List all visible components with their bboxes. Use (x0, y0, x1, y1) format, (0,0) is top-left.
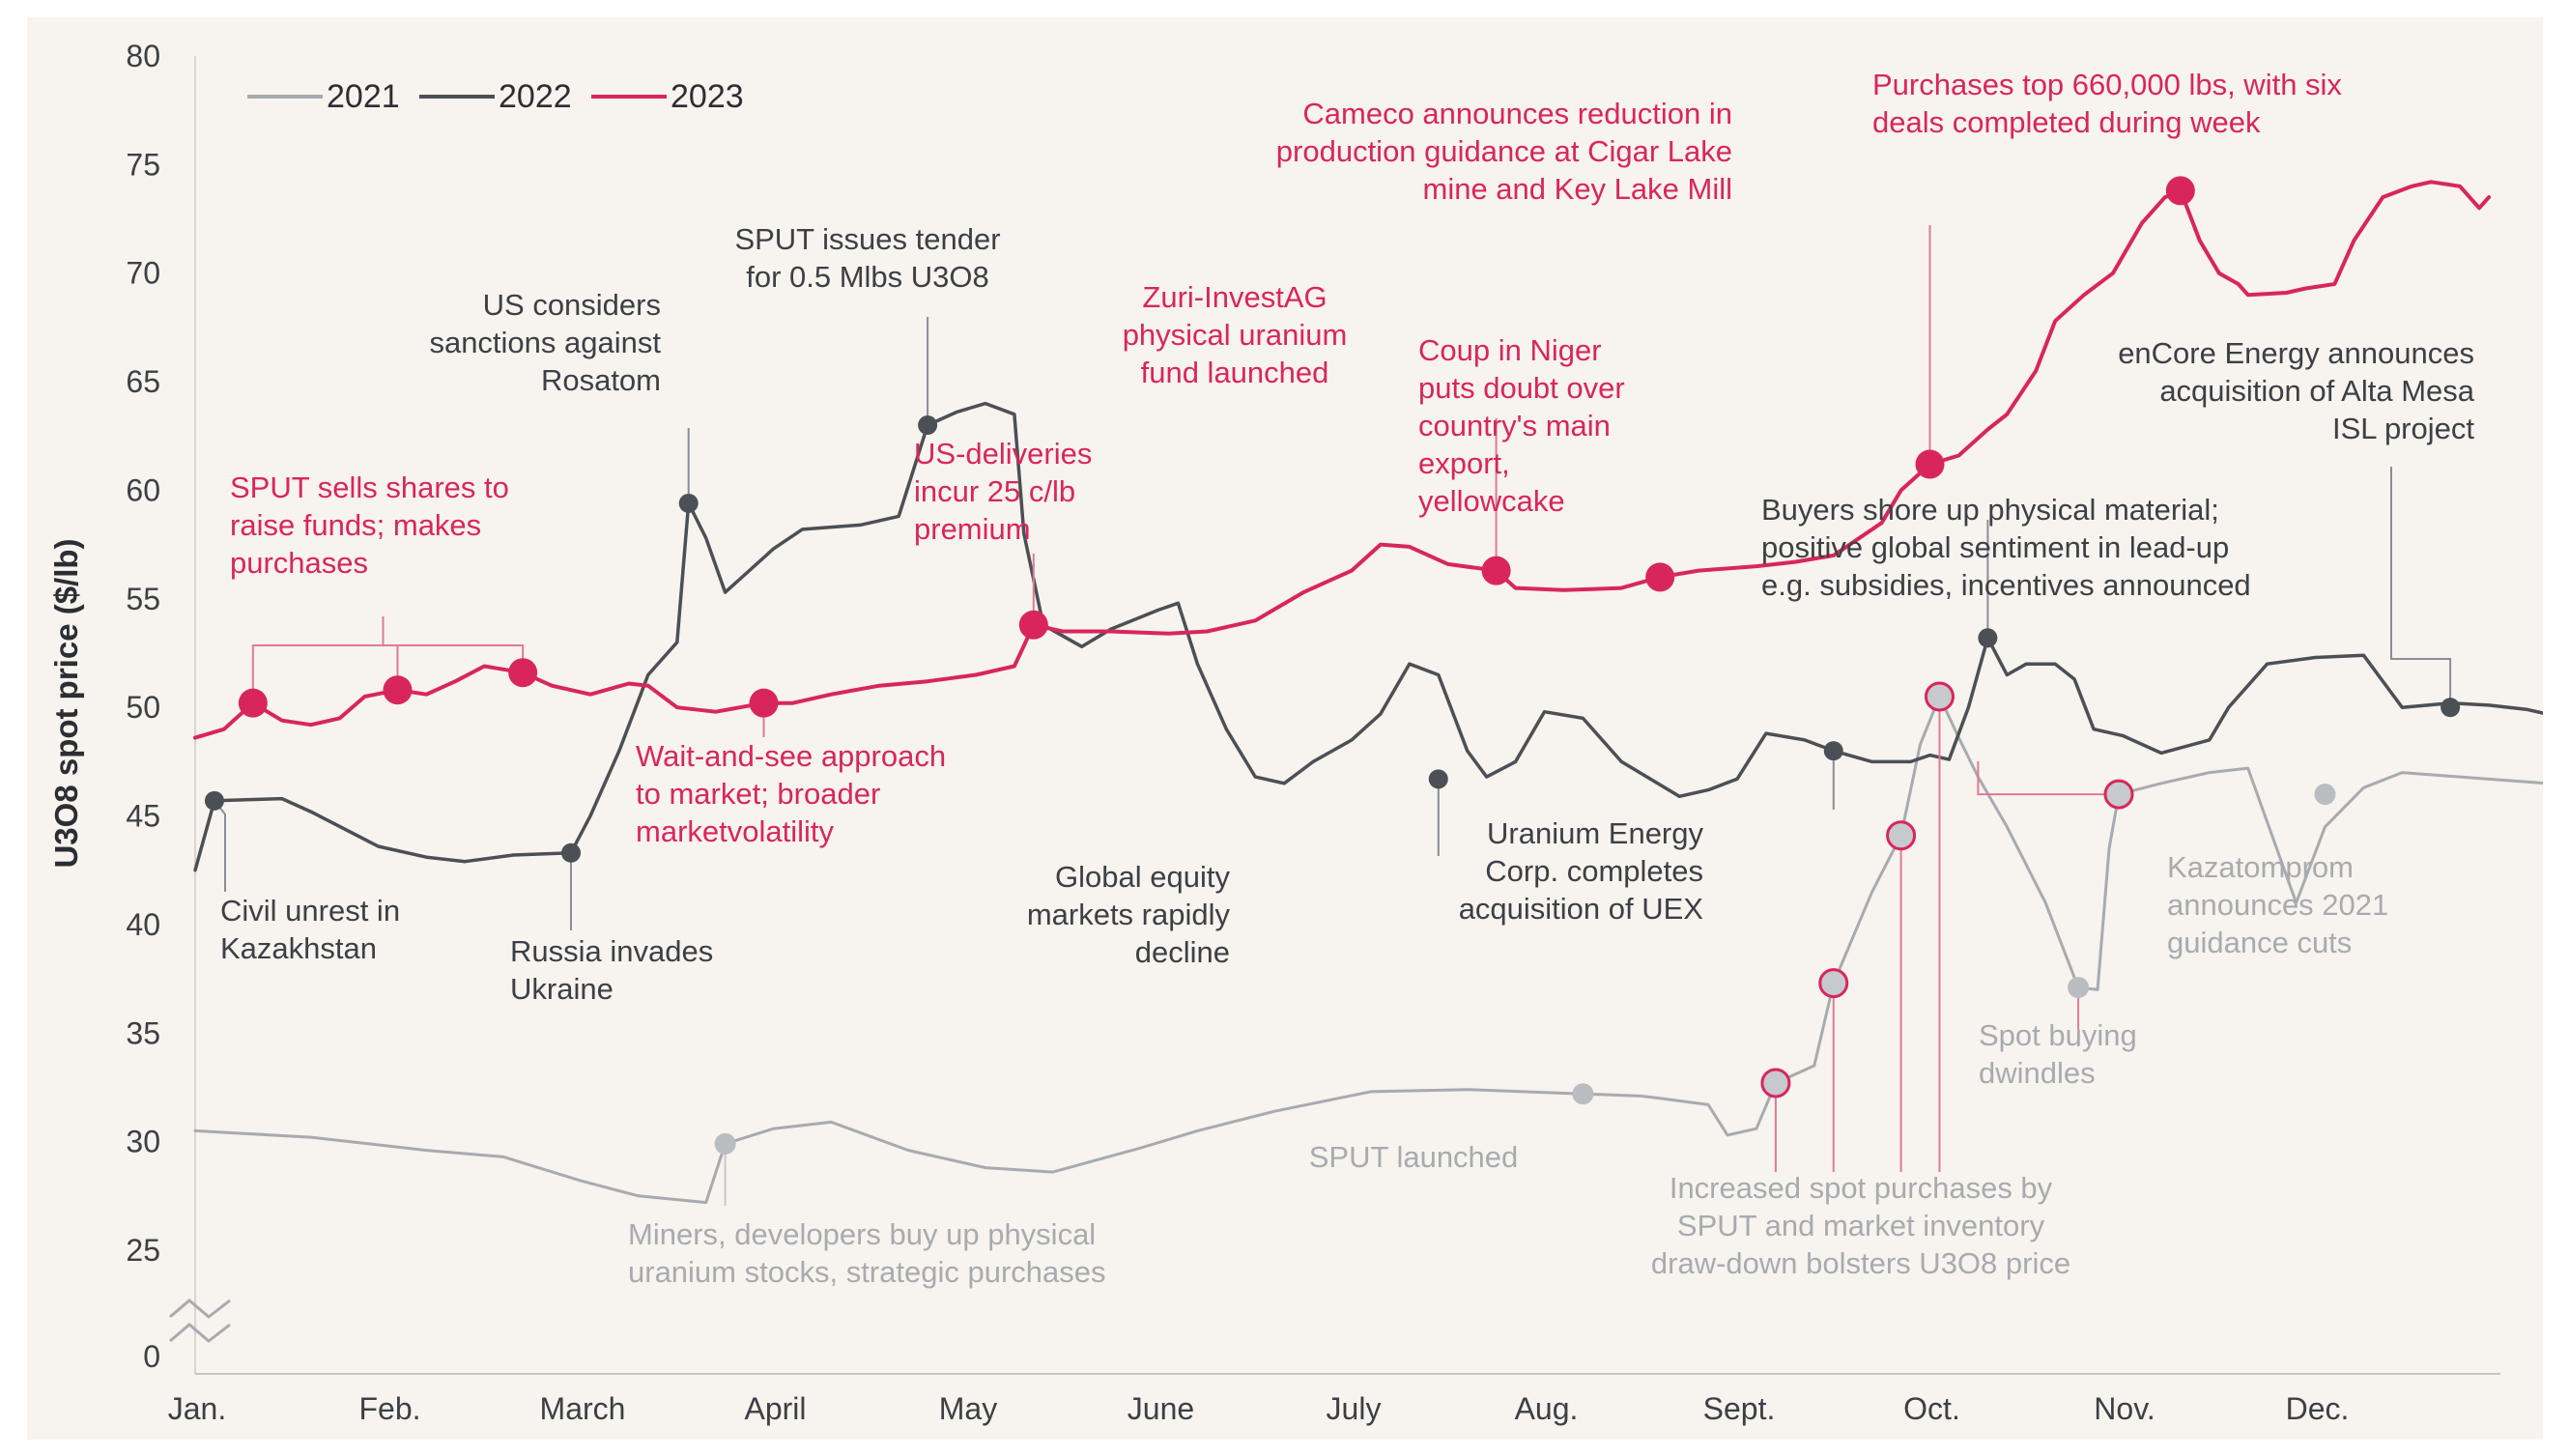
y-tick-label: 70 (126, 256, 160, 291)
annotation-zuri: Zuri-InvestAG physical uranium fund launch… (1123, 280, 1348, 389)
x-tick-label: May (939, 1391, 997, 1426)
y-axis-title: U3O8 spot price ($/lb) (48, 538, 84, 868)
leader-encore (2390, 467, 2452, 708)
series-lines (193, 180, 2543, 1205)
marker-increased (1886, 820, 1917, 851)
leader-sput-sells (251, 644, 525, 690)
y-tick-label: 80 (126, 39, 160, 73)
annotation-sput-sells: SPUT sells shares to raise funds; makes pu… (230, 471, 509, 580)
annotation-miners: Miners, developers buy up physical uraniu… (628, 1217, 1106, 1289)
leader-civil (214, 800, 226, 892)
x-tick-label: Feb. (358, 1391, 420, 1426)
series-line-2021 (193, 695, 2543, 1205)
x-tick-label: March (540, 1391, 626, 1426)
marker-wait (749, 688, 779, 718)
marker-civil (204, 790, 224, 811)
annotation-sanctions: US considers sanctions against Rosatom (429, 288, 661, 397)
annotation-spot-buying: Spot buying dwindles (1979, 1018, 2137, 1090)
marker-increased (1924, 681, 1955, 712)
annotation-kazatomprom: Kazatomprom announces 2021 guidance cuts (2167, 850, 2388, 959)
y-tick-label: 60 (126, 472, 160, 507)
x-tick-label: Jan. (168, 1391, 226, 1426)
marker-tender (918, 415, 938, 436)
annotation-buyers: Buyers shore up physical material; positi… (1761, 493, 2251, 602)
marker-miners (714, 1132, 736, 1155)
marker-spot-buying (2068, 977, 2090, 999)
marker-uec (1823, 741, 1843, 761)
marker-purchases (2165, 176, 2195, 206)
legend: 2021 2022 2023 (247, 78, 744, 115)
marker-sput-sells (238, 688, 268, 718)
marker-zuri (1481, 556, 1511, 585)
y-tick-label: 35 (126, 1015, 160, 1050)
annotation-uec: Uranium Energy Corp. completes acquisition… (1459, 816, 1704, 926)
annotation-purchases: Purchases top 660,000 lbs, with six deals… (1872, 68, 2342, 139)
y-tick-label: 55 (126, 582, 160, 616)
annotation-us-deliveries: US-deliveries incur 25 c/lb premium (914, 437, 1092, 546)
annotation-civil: Civil unrest in Kazakhstan (220, 894, 400, 965)
axis-break-icon (169, 1299, 231, 1343)
x-tick-label: April (744, 1391, 806, 1426)
marker-cameco (1915, 449, 1945, 479)
legend-label-2021: 2021 (327, 78, 400, 115)
marker-sanctions (678, 493, 699, 513)
y-tick-label: 0 (143, 1339, 160, 1374)
x-tick-label: June (1128, 1391, 1194, 1426)
annotation-tender: SPUT issues tender for 0.5 Mlbs U3O8 (734, 222, 1000, 294)
legend-label-2023: 2023 (671, 78, 744, 115)
marker-sput-launched (1572, 1083, 1594, 1105)
marker-encore (2441, 698, 2461, 718)
annotation-increased: Increased spot purchases by SPUT and mark… (1651, 1171, 2070, 1280)
y-tick-label: 45 (126, 799, 160, 834)
annotation-encore: enCore Energy announces acquisition of Al… (2118, 336, 2475, 445)
marker-increased (1818, 968, 1849, 999)
uranium-price-chart: 0 25 30 35 40 45 50 55 60 65 70 75 80 Jan. Feb. March Ap… (48, 39, 2543, 1426)
y-tick-label: 30 (126, 1125, 160, 1159)
legend-label-2022: 2022 (499, 78, 572, 115)
annotation-wait: Wait-and-see approach to market; broader m… (636, 739, 946, 848)
marker-russia (561, 842, 582, 863)
annotation-equity: Global equity markets rapidly decline (1027, 860, 1231, 969)
annotation-labels: Civil unrest in Kazakhstan Russia invades U… (220, 68, 2475, 1289)
marker-niger (1645, 562, 1675, 592)
y-tick-label: 40 (126, 907, 160, 942)
y-tick-label: 75 (126, 147, 160, 182)
x-tick-label: Aug. (1515, 1391, 1579, 1426)
marker-increased (1760, 1068, 1791, 1099)
chart-frame: 0 25 30 35 40 45 50 55 60 65 70 75 80 Jan. Feb. March Ap… (27, 17, 2543, 1440)
leader-spot-rebound (1977, 761, 2119, 796)
axes: 0 25 30 35 40 45 50 55 60 65 70 75 80 Jan. Feb. March Ap… (48, 39, 2500, 1426)
marker-us-deliveries (1018, 610, 1048, 640)
x-tick-label: Nov. (2094, 1391, 2155, 1426)
annotation-markers (204, 176, 2461, 1155)
marker-kazatomprom (2314, 784, 2336, 806)
annotation-niger: Coup in Niger puts doubt over country's ma… (1418, 333, 1625, 518)
series-line-2023 (193, 180, 2492, 740)
marker-sput-sells (383, 675, 413, 705)
x-tick-label: Oct. (1903, 1391, 1960, 1426)
marker-spot-rebound (2103, 779, 2134, 810)
marker-buyers (1978, 628, 1998, 648)
y-tick-label: 50 (126, 690, 160, 725)
y-tick-label: 25 (126, 1233, 160, 1268)
annotation-russia: Russia invades Ukraine (510, 934, 713, 1006)
y-tick-label: 65 (126, 364, 160, 399)
series-line-2022 (193, 401, 2543, 872)
marker-sput-sells (508, 658, 538, 688)
annotation-cameco: Cameco announces reduction in production … (1276, 97, 1732, 206)
x-tick-label: July (1327, 1391, 1382, 1426)
annotation-sput-launched: SPUT launched (1309, 1140, 1519, 1174)
x-tick-label: Sept. (1703, 1391, 1776, 1426)
marker-equity (1428, 769, 1448, 789)
x-tick-label: Dec. (2286, 1391, 2350, 1426)
